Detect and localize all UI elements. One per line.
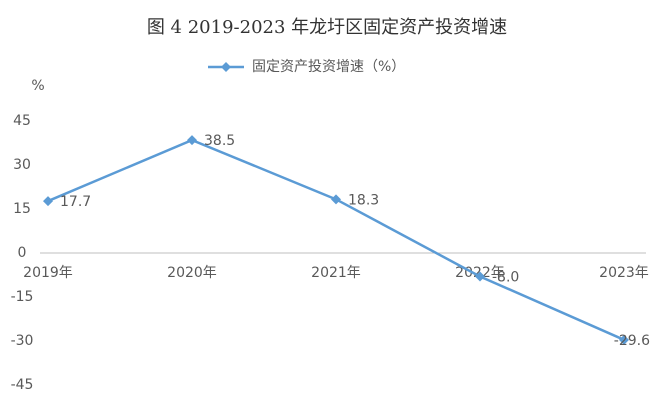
point-marker — [475, 271, 485, 282]
x-tick-label: 2020年 — [167, 265, 217, 281]
y-tick-label: -30 — [11, 333, 34, 349]
data-label: -29.6 — [614, 333, 650, 349]
y-tick-label: 0 — [18, 245, 27, 261]
point-marker — [331, 194, 341, 205]
point-marker — [187, 135, 197, 146]
x-tick-label: 2019年 — [23, 265, 73, 281]
series-line — [47, 138, 625, 341]
y-tick-label: 30 — [13, 157, 31, 173]
data-label: 18.3 — [348, 192, 379, 208]
legend-label: 固定资产投资增速（%） — [252, 59, 405, 75]
y-tick-label: 15 — [13, 201, 31, 217]
y-tick-label: -45 — [11, 377, 34, 393]
legend-marker — [221, 62, 231, 72]
data-label: 38.5 — [204, 133, 235, 149]
chart-title: 图 4 2019-2023 年龙圩区固定资产投资增速 — [147, 17, 507, 38]
point-marker — [43, 196, 53, 207]
data-label: 17.7 — [60, 194, 91, 210]
y-tick-label: -15 — [11, 289, 34, 305]
x-tick-label: 2021年 — [311, 265, 361, 281]
y-tick-label: 45 — [13, 113, 31, 129]
data-label: -8.0 — [492, 269, 519, 285]
point-marker — [619, 334, 629, 345]
x-tick-label: 2023年 — [599, 265, 649, 281]
y-axis-label: % — [31, 78, 44, 94]
